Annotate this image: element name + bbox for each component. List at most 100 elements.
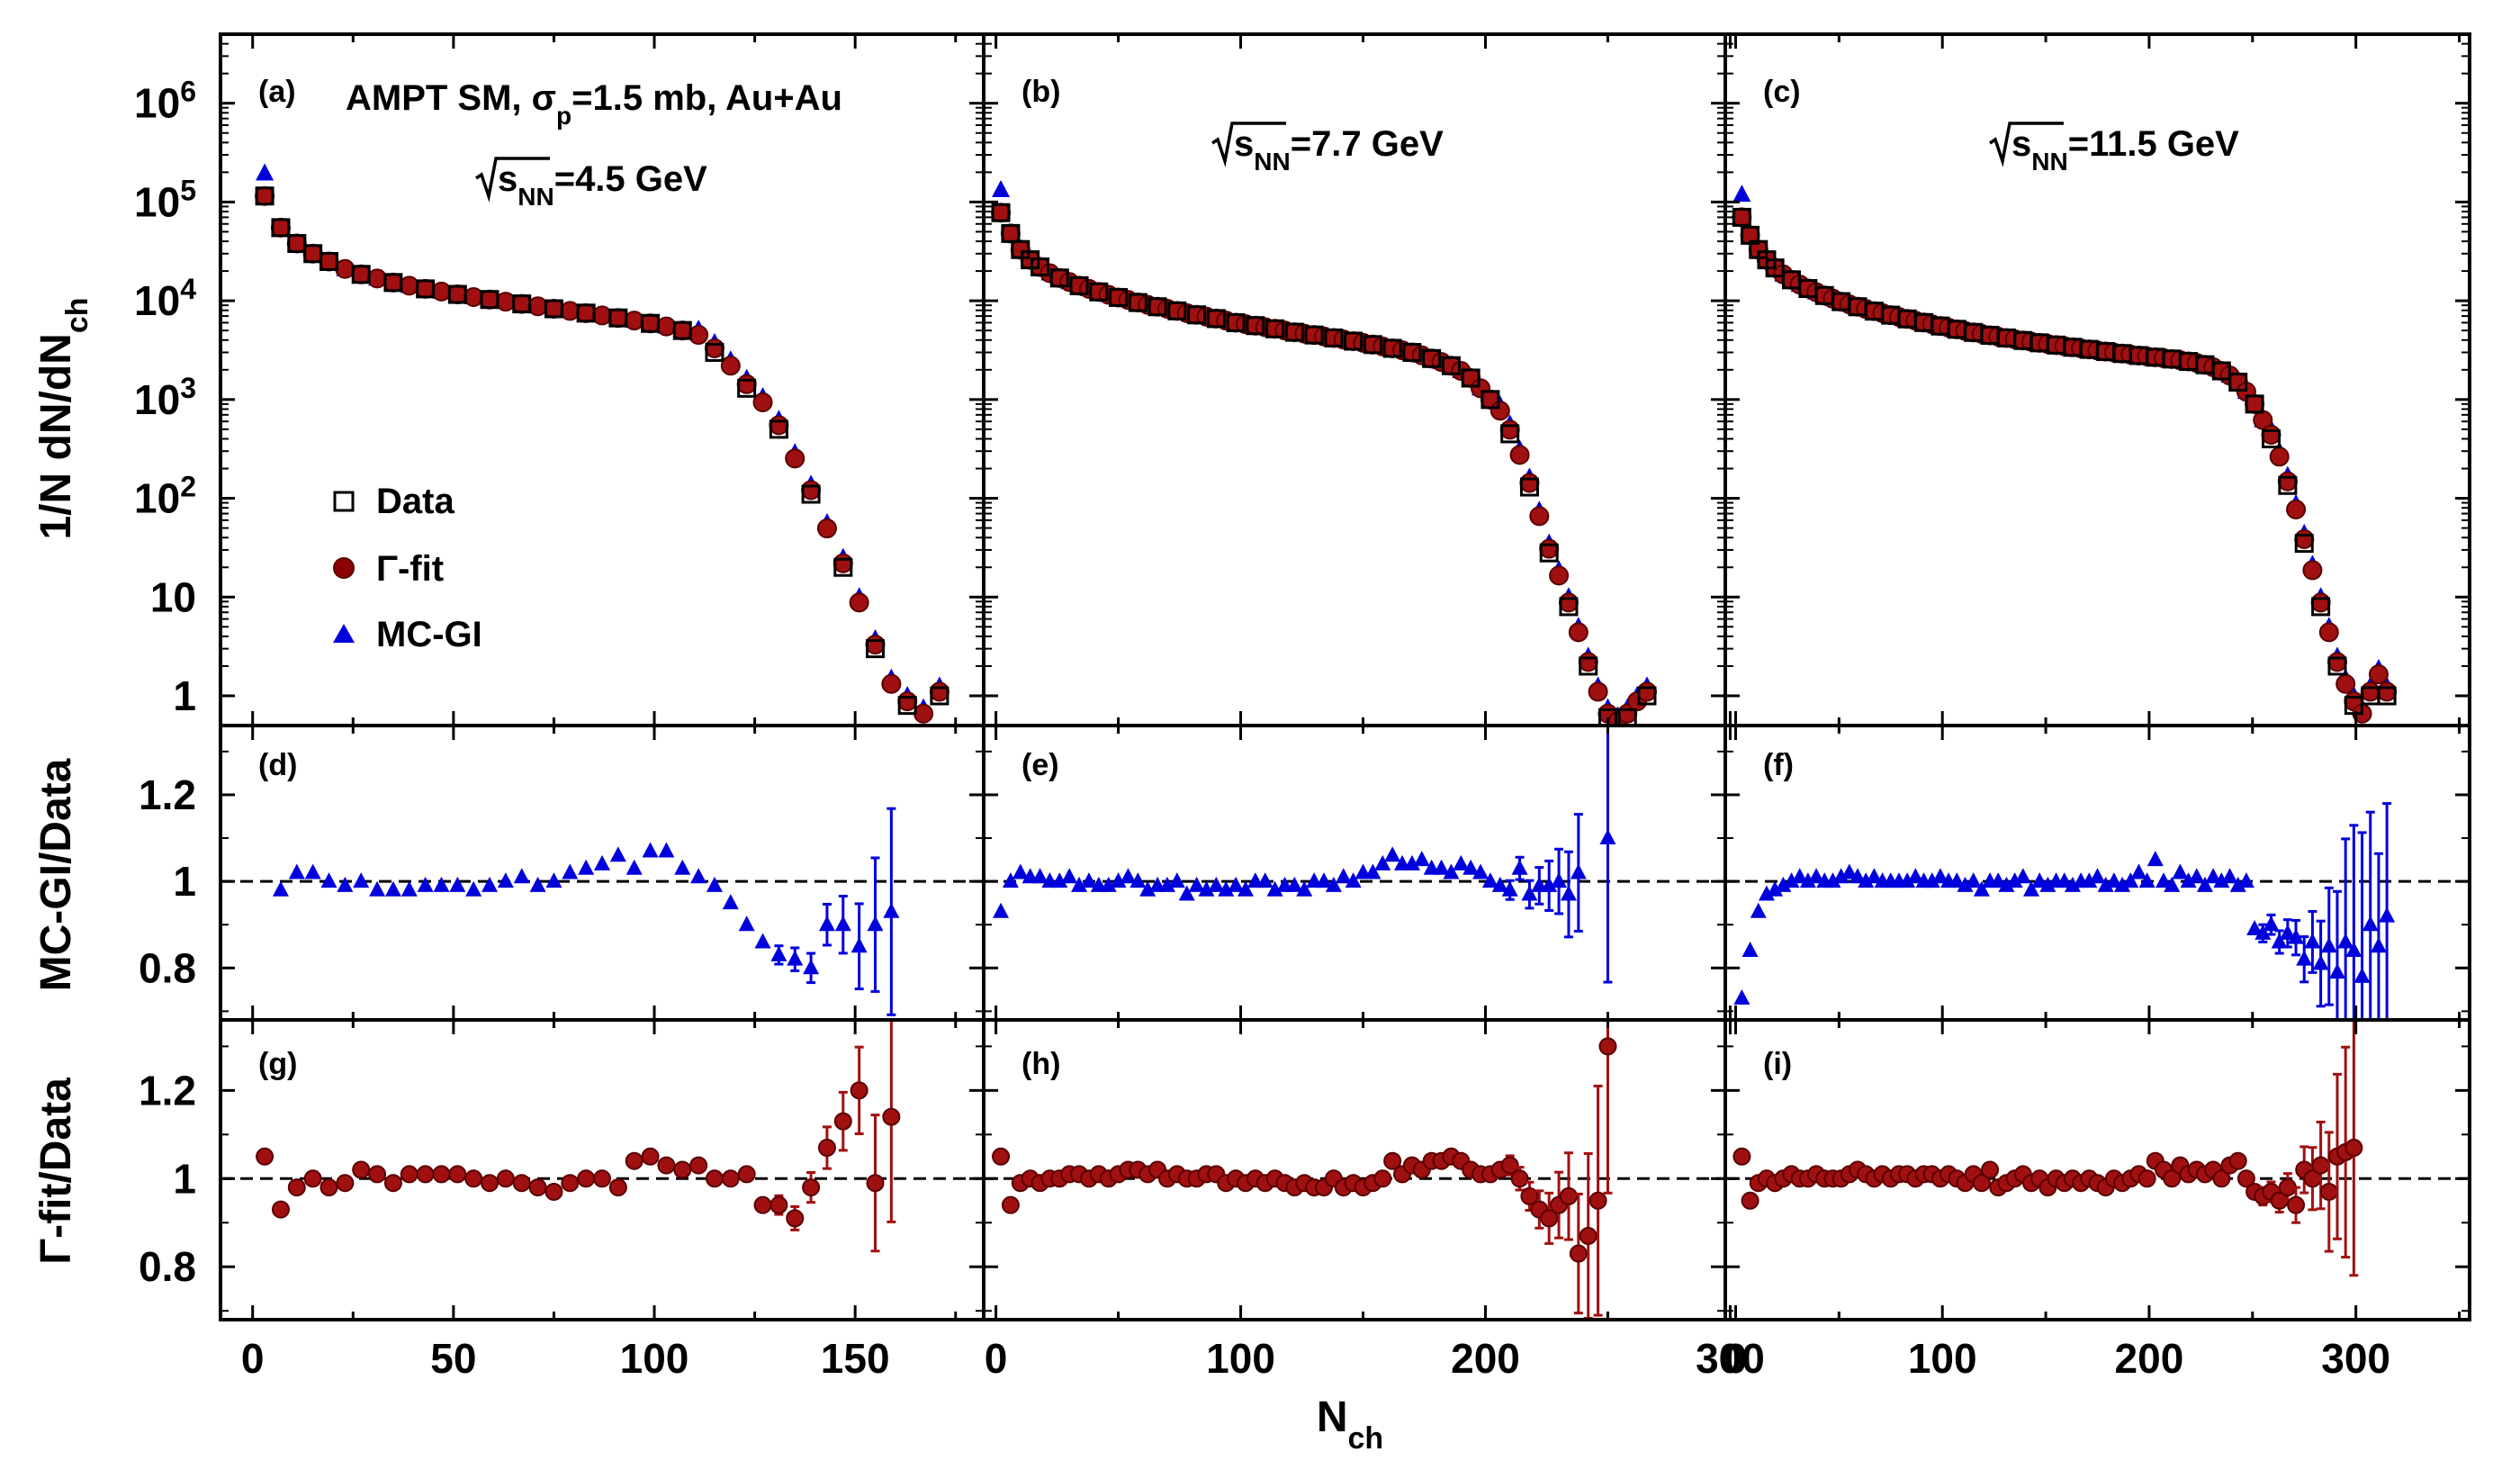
data-point bbox=[1284, 322, 1304, 342]
gamma-point bbox=[816, 519, 837, 539]
mc-ratio-point bbox=[384, 880, 401, 897]
panel-frame bbox=[1724, 1018, 2471, 1321]
data-point bbox=[2377, 686, 2397, 706]
x-tick-label: 0 bbox=[985, 1335, 1008, 1382]
data-point bbox=[2245, 394, 2264, 414]
mc-ratio-point bbox=[690, 868, 707, 884]
gamma-ratio-point bbox=[512, 1174, 531, 1193]
gamma-ratio-point bbox=[481, 1174, 500, 1193]
mc-ratio-point bbox=[1850, 868, 1867, 884]
data-point bbox=[1617, 708, 1637, 726]
gamma-ratio-point bbox=[608, 1178, 627, 1197]
energy-text: sNN=4.5 GeV bbox=[498, 159, 707, 211]
mc-ratio-point bbox=[2097, 876, 2114, 892]
mc-ratio-point bbox=[1325, 876, 1342, 892]
legend: Data Γ-fit MC-GI bbox=[333, 482, 482, 654]
gamma-point bbox=[1636, 681, 1657, 702]
gamma-ratio-point bbox=[368, 1165, 387, 1184]
panel-label: (g) bbox=[258, 1047, 297, 1081]
mc-ratio-point bbox=[1791, 868, 1808, 884]
mc-ratio-point bbox=[2164, 876, 2181, 892]
mc-ratio-point bbox=[1198, 880, 1215, 897]
mc-ratio-point bbox=[1071, 876, 1088, 892]
gamma-ratio-point bbox=[802, 1178, 821, 1197]
energy-label: sNN=7.7 GeV bbox=[1211, 122, 1444, 176]
gamma-ratio-point bbox=[1001, 1195, 1020, 1214]
mc-ratio-point bbox=[1501, 880, 1518, 897]
data-point bbox=[576, 303, 596, 323]
y-axis-title-distribution: 1/N dN/dNch bbox=[32, 297, 94, 539]
energy-label: sNN=11.5 GeV bbox=[1989, 122, 2239, 176]
data-point bbox=[2261, 428, 2281, 448]
gamma-point bbox=[431, 281, 452, 302]
gamma-point bbox=[2360, 681, 2380, 702]
mc-ratio-point bbox=[1364, 863, 1382, 879]
legend-gamma-marker bbox=[333, 557, 355, 579]
panel-gamma-ratio-2 bbox=[1725, 1020, 2470, 1277]
mc-ratio-point bbox=[754, 933, 771, 949]
mc-ratio-point bbox=[2354, 967, 2371, 983]
data-point bbox=[833, 557, 853, 577]
gamma-ratio-point bbox=[641, 1147, 660, 1166]
gamma-point bbox=[991, 203, 1012, 223]
mc-ratio-point bbox=[1973, 880, 1990, 897]
y-tick-label-top: 102 bbox=[134, 471, 196, 522]
mc-ratio-point bbox=[2114, 876, 2131, 892]
mc-ratio-point bbox=[626, 859, 643, 875]
mc-ratio-point bbox=[1965, 872, 1982, 888]
gamma-point bbox=[608, 308, 628, 329]
gamma-ratio-point bbox=[593, 1169, 611, 1188]
mc-ratio-point bbox=[465, 880, 482, 897]
gamma-point bbox=[1558, 592, 1579, 613]
gamma-point bbox=[1000, 223, 1021, 244]
mc-ratio-point bbox=[578, 859, 595, 875]
gamma-ratio-point bbox=[1579, 1226, 1598, 1245]
gamma-ratio-point bbox=[882, 1107, 901, 1126]
data-point bbox=[1519, 477, 1539, 497]
mc-ratio-point bbox=[1907, 868, 1924, 884]
mc-ratio-point bbox=[272, 880, 289, 897]
mc-ratio-point bbox=[2362, 915, 2379, 932]
gamma-ratio-point bbox=[2236, 1169, 2255, 1188]
data-point bbox=[2228, 373, 2248, 392]
energy-text: sNN=11.5 GeV bbox=[2012, 124, 2239, 176]
mc-ratio-point bbox=[337, 876, 354, 892]
gamma-point bbox=[929, 681, 950, 702]
mc-ratio-point bbox=[1824, 872, 1841, 888]
gamma-ratio-point bbox=[1559, 1186, 1578, 1205]
data-point bbox=[1559, 597, 1579, 617]
panel-label: (a) bbox=[258, 75, 296, 109]
gamma-point bbox=[704, 338, 724, 358]
mc-ratio-point bbox=[818, 915, 835, 932]
mc-ratio-point bbox=[1948, 872, 1966, 888]
gamma-point bbox=[672, 320, 693, 341]
data-point bbox=[2278, 475, 2298, 495]
mc-ratio-point bbox=[2320, 937, 2337, 953]
mc-ratio-point bbox=[1031, 868, 1048, 884]
mc-ratio-point bbox=[1990, 872, 2007, 888]
mc-ratio-point bbox=[449, 876, 466, 892]
gamma-ratio-point bbox=[2228, 1151, 2247, 1170]
legend-mc-label: MC-GI bbox=[376, 615, 482, 654]
mc-ratio-point bbox=[1570, 863, 1587, 879]
data-point bbox=[1598, 708, 1617, 726]
gamma-point bbox=[544, 298, 564, 319]
mc-ratio-point bbox=[1374, 854, 1391, 870]
gamma-point bbox=[447, 284, 468, 305]
data-point bbox=[705, 342, 724, 362]
y-tick-label-top: 103 bbox=[134, 372, 196, 423]
panel-label: (c) bbox=[1763, 75, 1801, 109]
mc-ratio-point bbox=[2156, 872, 2173, 888]
mc-ratio-point bbox=[1237, 880, 1254, 897]
gamma-point bbox=[1549, 565, 1570, 586]
y-tick-label-ratio: 1 bbox=[173, 1155, 196, 1202]
data-point bbox=[1500, 424, 1520, 444]
data-point bbox=[447, 284, 467, 304]
mc-ratio-point bbox=[1472, 863, 1490, 879]
gamma-point bbox=[720, 356, 741, 376]
gamma-point bbox=[576, 302, 597, 323]
data-point bbox=[1069, 275, 1089, 295]
data-point bbox=[641, 313, 661, 333]
gamma-point bbox=[2294, 529, 2315, 550]
